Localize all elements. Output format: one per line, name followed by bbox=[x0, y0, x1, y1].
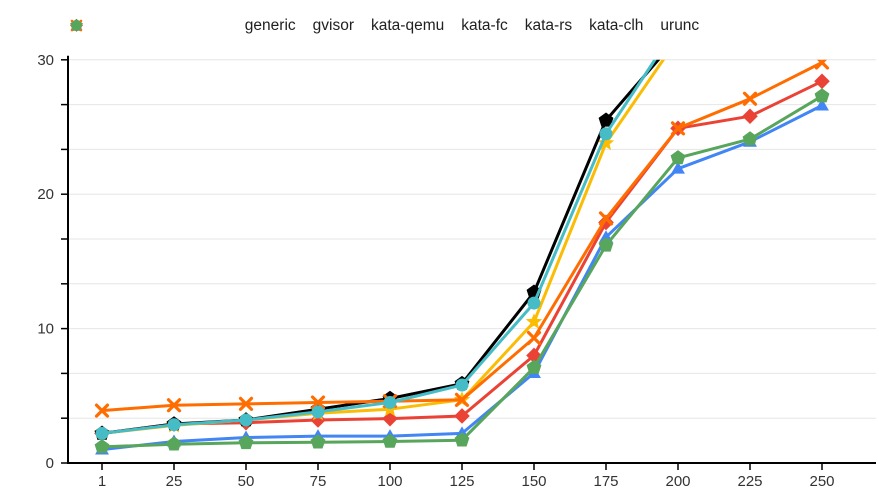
diamond-icon bbox=[454, 408, 470, 424]
pentagon-icon bbox=[382, 433, 398, 448]
x-icon bbox=[166, 398, 182, 413]
x-icon bbox=[598, 211, 614, 226]
circle-icon bbox=[95, 426, 109, 440]
pentagon-icon bbox=[814, 88, 830, 103]
x-axis-tick-label: 200 bbox=[665, 473, 690, 490]
x-icon bbox=[238, 396, 254, 411]
pentagon-icon bbox=[310, 434, 326, 449]
series-group bbox=[93, 59, 830, 455]
circle-icon bbox=[311, 405, 325, 419]
diamond-icon bbox=[598, 214, 614, 231]
circle-icon bbox=[167, 418, 181, 432]
pentagon-icon bbox=[70, 19, 83, 31]
circle-icon bbox=[527, 296, 541, 310]
legend-label: kata-fc bbox=[461, 17, 508, 34]
legend-item-kata-clh: kata-clh bbox=[71, 17, 644, 35]
circle-icon bbox=[383, 396, 397, 410]
x-axis-tick-label: 25 bbox=[166, 473, 183, 490]
circle-icon bbox=[455, 378, 469, 392]
x-axis-tick-label: 175 bbox=[593, 473, 618, 490]
pentagon-icon bbox=[598, 237, 614, 252]
pentagon-icon bbox=[598, 112, 614, 127]
circle-icon bbox=[239, 413, 253, 427]
chart-legend: generic gvisor kata-qemu kata-fc kata-rs kata… bbox=[68, 17, 876, 35]
pentagon-icon bbox=[454, 432, 470, 447]
diamond-icon bbox=[526, 347, 542, 364]
diamond-icon bbox=[814, 73, 830, 90]
x-axis-tick-label: 75 bbox=[310, 473, 327, 490]
pentagon-icon bbox=[238, 435, 254, 450]
x-axis-tick-label: 125 bbox=[449, 473, 474, 490]
triangle-icon bbox=[815, 98, 829, 111]
legend-label: gvisor bbox=[312, 17, 354, 34]
x-axis-tick-label: 50 bbox=[238, 473, 255, 490]
x-icon bbox=[814, 59, 830, 70]
legend-item-gvisor: gvisor bbox=[70, 17, 354, 35]
circle-icon bbox=[599, 127, 613, 141]
x-icon bbox=[310, 395, 326, 410]
series-urunc bbox=[94, 88, 830, 454]
x-axis-tick-label: 100 bbox=[377, 473, 402, 490]
legend-item-kata-qemu: kata-qemu bbox=[69, 17, 445, 35]
legend-item-urunc: urunc bbox=[70, 17, 700, 35]
legend-label: kata-rs bbox=[524, 17, 573, 34]
pentagon-icon bbox=[94, 439, 110, 454]
y-axis-tick-label: 10 bbox=[37, 321, 54, 338]
pentagon-icon bbox=[742, 131, 758, 146]
y-axis-tick-label: 20 bbox=[37, 186, 54, 203]
pentagon-icon bbox=[166, 436, 182, 451]
legend-label: kata-clh bbox=[589, 17, 644, 34]
diamond-icon bbox=[742, 108, 758, 125]
legend-label: kata-qemu bbox=[371, 17, 445, 34]
x-icon bbox=[742, 91, 758, 106]
legend-item-kata-rs: kata-rs bbox=[70, 17, 573, 35]
legend-label: generic bbox=[244, 17, 296, 34]
y-axis-tick-label: 30 bbox=[37, 52, 54, 69]
axis-ticks bbox=[61, 59, 823, 470]
y-axis-tick-label: 0 bbox=[46, 455, 54, 472]
star-icon bbox=[597, 134, 615, 151]
x-icon bbox=[526, 330, 542, 346]
legend-item-kata-fc: kata-fc bbox=[70, 17, 508, 35]
x-icon bbox=[670, 121, 686, 136]
pentagon-icon bbox=[526, 359, 542, 374]
star-icon bbox=[525, 313, 543, 329]
legend-label: urunc bbox=[660, 17, 700, 34]
x-icon bbox=[454, 392, 470, 407]
x-axis-tick-label: 1 bbox=[98, 473, 106, 490]
legend-item-generic: generic bbox=[70, 17, 296, 35]
x-axis-tick-label: 150 bbox=[521, 473, 546, 490]
x-axis-tick-label: 225 bbox=[737, 473, 762, 490]
triangle-icon bbox=[671, 161, 685, 174]
series-kata-clh bbox=[95, 59, 657, 440]
legend-pentagon-icon bbox=[70, 19, 83, 31]
pentagon-icon bbox=[670, 150, 686, 165]
x-icon bbox=[94, 403, 110, 418]
x-axis-tick-label: 250 bbox=[809, 473, 834, 490]
gridlines bbox=[68, 59, 876, 419]
